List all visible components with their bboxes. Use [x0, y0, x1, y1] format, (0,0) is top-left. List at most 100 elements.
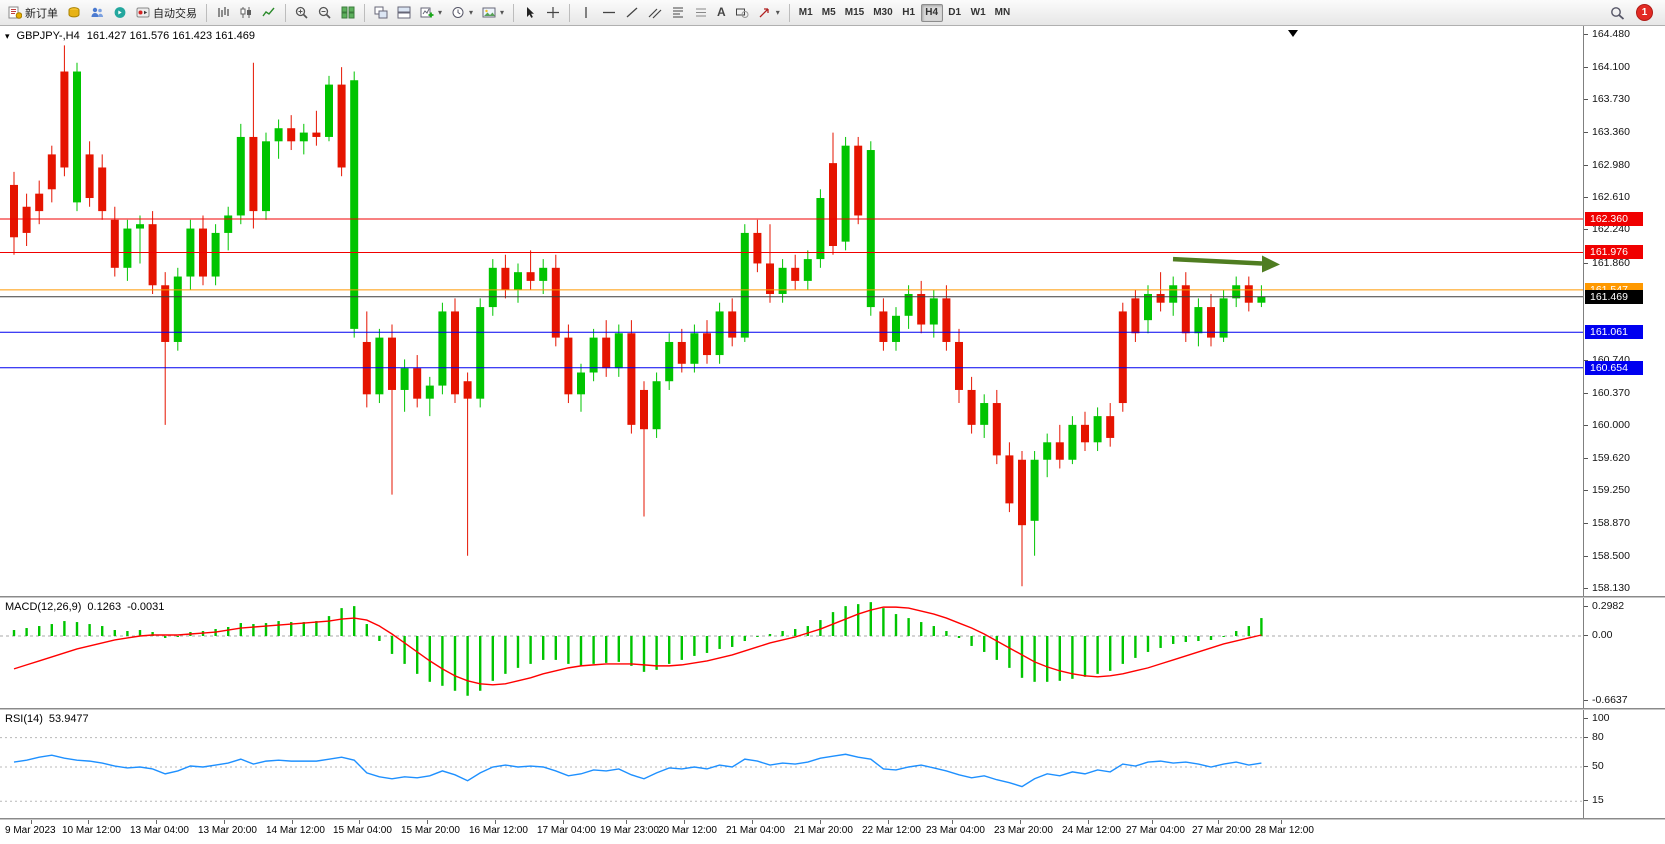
macd-signal-value: -0.0031 [127, 601, 165, 613]
vline-icon [579, 6, 593, 19]
market-watch-button[interactable] [86, 3, 108, 23]
time-tick [156, 820, 157, 824]
cursor-tool-button[interactable] [519, 3, 541, 23]
arrows-tool-button[interactable]: ▾ [754, 3, 784, 23]
price-tick-label: 164.100 [1592, 61, 1630, 74]
text-tool-button[interactable]: A [713, 3, 730, 23]
chart-symbol-label: ▾ GBPJPY-,H4 161.427 161.576 161.423 161… [5, 30, 255, 42]
caret-down-icon: ▾ [469, 8, 474, 17]
macd-name: MACD(12,26,9) [5, 601, 82, 613]
price-axis[interactable]: 164.480 164.100 163.730 163.360 162.980 162.6… [1583, 26, 1665, 596]
tile-windows-button[interactable] [337, 3, 359, 23]
linechart-icon [262, 6, 276, 19]
timeframe-m1[interactable]: M1 [795, 4, 817, 22]
shapes-tool-button[interactable] [731, 3, 753, 23]
price-tick-label: 160.370 [1592, 386, 1630, 399]
candlestick-chart-button[interactable] [235, 3, 257, 23]
rsi-name: RSI(14) [5, 713, 43, 725]
time-label: 15 Mar 04:00 [333, 825, 392, 836]
toolbar-separator [513, 3, 515, 22]
panel-splitter[interactable] [0, 818, 1665, 820]
shapes-icon [735, 6, 749, 19]
axis-tick [1584, 67, 1588, 69]
price-tick-label: 161.860 [1592, 256, 1630, 269]
panel-splitter[interactable] [0, 708, 1665, 710]
macd-panel[interactable]: MACD(12,26,9) 0.1263 -0.0031 [0, 598, 1583, 708]
time-axis[interactable]: 9 Mar 2023 10 Mar 12:00 13 Mar 04:00 13 Mar… [0, 820, 1583, 844]
one-click-trading-toggle[interactable]: ▾ [5, 30, 10, 41]
tile-horizontal-button[interactable] [393, 3, 415, 23]
channel-icon [648, 6, 662, 19]
vertical-line-tool-button[interactable] [575, 3, 597, 23]
notification-badge[interactable]: 1 [1636, 4, 1653, 21]
crosshair-tool-button[interactable] [542, 3, 564, 23]
axis-tick [1584, 131, 1588, 133]
time-label: 13 Mar 04:00 [130, 825, 189, 836]
texttool-icon: A [717, 5, 726, 19]
fibonacci-tool-button[interactable] [667, 3, 689, 23]
price-tick-label: 158.870 [1592, 517, 1630, 530]
timeframe-m15[interactable]: M15 [841, 4, 868, 22]
people-icon [90, 6, 104, 19]
line-chart-button[interactable] [258, 3, 280, 23]
sounds-button[interactable] [109, 3, 131, 23]
screenshot-button[interactable]: ▾ [478, 3, 508, 23]
time-label: 15 Mar 20:00 [401, 825, 460, 836]
time-label: 9 Mar 2023 [5, 825, 56, 836]
toolbar-separator [788, 3, 790, 22]
timeframe-m30[interactable]: M30 [869, 4, 896, 22]
gridlines-button[interactable] [690, 3, 712, 23]
crosshair-icon [546, 6, 560, 19]
price-tick-label: 158.130 [1592, 582, 1630, 594]
price-line-label: 161.061 [1585, 325, 1643, 340]
axis-tick [1584, 424, 1588, 426]
autotrade-icon [136, 6, 150, 19]
price-tick-label: 164.480 [1592, 28, 1630, 40]
timeframe-m5[interactable]: M5 [818, 4, 840, 22]
macd-chart[interactable] [0, 598, 1583, 708]
price-tick-label: 163.360 [1592, 125, 1630, 138]
rsi-panel[interactable]: RSI(14) 53.9477 [0, 710, 1583, 818]
timeframe-mn[interactable]: MN [991, 4, 1015, 22]
candlestick-chart[interactable] [0, 26, 1583, 596]
auto-trading-button[interactable]: 自动交易 [132, 3, 201, 23]
symbols-button[interactable] [63, 3, 85, 23]
search-button[interactable] [1606, 3, 1629, 23]
price-line-label: 162.360 [1585, 211, 1643, 226]
rsi-axis[interactable]: 100 80 50 15 [1583, 710, 1665, 818]
price-chart-panel[interactable]: ▾ GBPJPY-,H4 161.427 161.576 161.423 161… [0, 26, 1583, 596]
new-order-button[interactable]: 新订单 [4, 3, 62, 23]
channel-tool-button[interactable] [644, 3, 666, 23]
zoom-in-button[interactable] [291, 3, 313, 23]
zoom-out-button[interactable] [314, 3, 336, 23]
price-tick-label: 163.730 [1592, 93, 1630, 106]
axis-tick [1584, 99, 1588, 101]
bar-chart-button[interactable] [212, 3, 234, 23]
axis-tick [1584, 229, 1588, 231]
timeframe-w1[interactable]: W1 [967, 4, 990, 22]
axis-tick [1584, 800, 1588, 801]
time-tick [292, 820, 293, 824]
macd-axis[interactable]: 0.2982 0.00 -0.6637 [1583, 598, 1665, 708]
time-tick [1020, 820, 1021, 824]
timeframe-h4[interactable]: H4 [920, 3, 943, 22]
axis-tick [1584, 635, 1588, 636]
time-tick [626, 820, 627, 824]
tileh-icon [397, 6, 411, 19]
time-label: 28 Mar 12:00 [1255, 825, 1314, 836]
time-tick [752, 820, 753, 824]
time-label: 20 Mar 12:00 [658, 825, 717, 836]
trendline-tool-button[interactable] [621, 3, 643, 23]
time-tick [31, 820, 32, 824]
time-tick [1218, 820, 1219, 824]
timeframe-h1[interactable]: H1 [898, 4, 920, 22]
period-selector-button[interactable]: ▾ [447, 3, 477, 23]
timeframe-d1[interactable]: D1 [944, 4, 966, 22]
cascade-windows-button[interactable] [370, 3, 392, 23]
axis-tick [1584, 164, 1588, 166]
panel-splitter[interactable] [0, 596, 1665, 598]
new-chart-button[interactable]: ▾ [416, 3, 446, 23]
horizontal-line-tool-button[interactable] [598, 3, 620, 23]
rsi-chart[interactable] [0, 710, 1583, 818]
search-icon [1610, 6, 1625, 20]
